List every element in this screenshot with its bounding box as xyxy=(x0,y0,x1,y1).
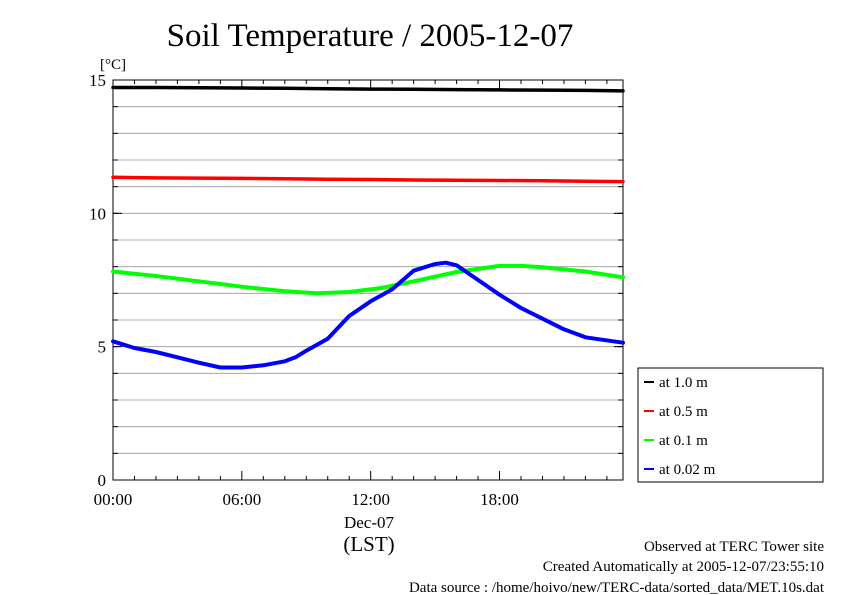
data-series xyxy=(111,85,625,370)
chart-title: Soil Temperature / 2005-12-07 xyxy=(167,18,574,54)
y-tick-label: 15 xyxy=(89,71,106,90)
series-line-3 xyxy=(111,263,625,296)
x-tick-label: 00:00 xyxy=(94,490,133,509)
x-axis-label: (LST) xyxy=(343,532,394,556)
y-axis-unit: [°C] xyxy=(100,57,126,73)
legend-label: at 0.5 m xyxy=(659,404,708,420)
x-tick-label: 12:00 xyxy=(351,490,390,509)
x-axis-date-label: Dec-07 xyxy=(344,513,395,532)
footer-created: Created Automatically at 2005-12-07/23:5… xyxy=(543,559,824,575)
x-tick-label: 06:00 xyxy=(222,490,261,509)
plot-frame xyxy=(112,79,624,481)
grid-lines xyxy=(113,106,623,454)
footer-site: Observed at TERC Tower site xyxy=(644,539,824,555)
legend-label: at 0.02 m xyxy=(659,462,716,478)
series-line-1 xyxy=(111,85,625,93)
y-tick-label: 0 xyxy=(98,471,107,490)
series-line-2 xyxy=(111,175,625,184)
y-tick-label: 10 xyxy=(89,204,106,223)
legend-box xyxy=(637,367,824,483)
footer-source: Data source : /home/hoivo/new/TERC-data/… xyxy=(409,580,825,595)
x-tick-label: 18:00 xyxy=(480,490,519,509)
legend-label: at 0.1 m xyxy=(659,433,708,449)
y-tick-label: 5 xyxy=(98,338,107,357)
axis-tick-labels: 0 5 10 15 00:00 06:00 12:00 18:00 xyxy=(89,71,519,509)
legend-label: at 1.0 m xyxy=(659,375,708,391)
legend: at 1.0 m at 0.5 m at 0.1 m at 0.02 m xyxy=(637,367,824,483)
series-line-4 xyxy=(111,260,625,370)
